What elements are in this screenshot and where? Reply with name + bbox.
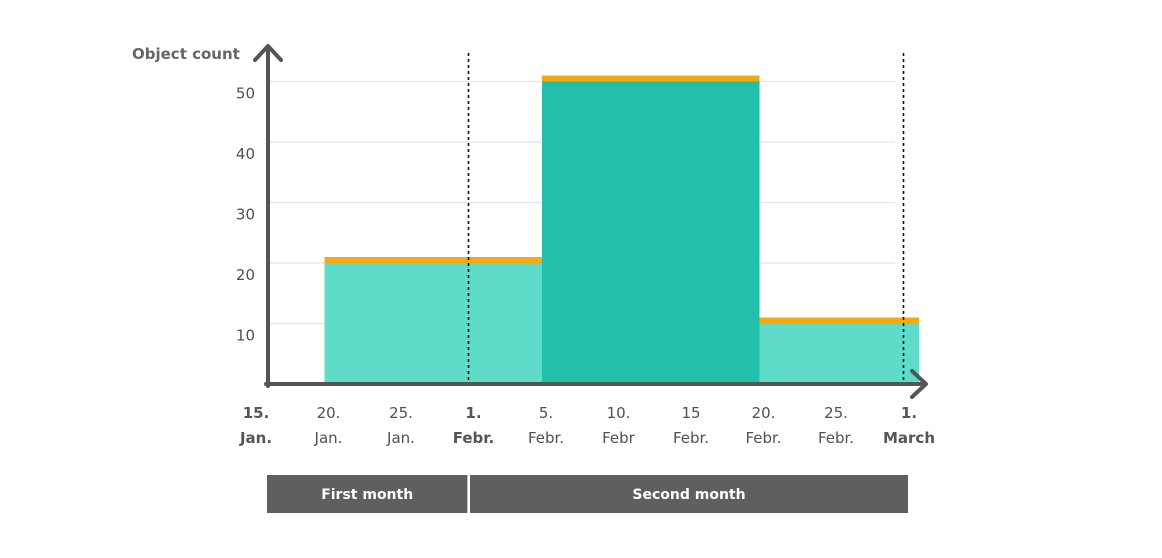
period-label: Second month [632, 487, 745, 503]
x-tick-label: 5. Febr. [528, 404, 564, 447]
x-tick-label: 25. Jan. [386, 404, 415, 447]
x-tick-line: Jan. [314, 429, 343, 447]
y-tick-label: 10 [236, 327, 255, 345]
bar [324, 263, 542, 384]
y-tick-label: 40 [236, 145, 255, 163]
x-tick-label: 15 Febr. [673, 404, 709, 447]
x-tick-line: 20. [752, 404, 776, 422]
x-tick-label: 10. Febr [602, 404, 636, 447]
y-tick-label: 20 [236, 266, 255, 284]
x-tick-line: 10. [607, 404, 631, 422]
y-tick-label: 50 [236, 85, 255, 103]
y-axis-label: Object count [132, 45, 240, 63]
x-tick-line: 5. [539, 404, 553, 422]
period-label: First month [321, 487, 413, 503]
x-axis-arrow [910, 369, 928, 399]
bar [542, 81, 760, 384]
x-tick-line: 15. [243, 404, 270, 422]
x-tick-label: 25. Febr. [818, 404, 854, 447]
x-tick-label: 15. Jan. [239, 404, 272, 447]
x-tick-line: Febr. [673, 429, 709, 447]
period-bands: First month Second month [267, 475, 908, 513]
axes [253, 44, 928, 399]
bars [324, 75, 919, 384]
x-tick-line: 20. [317, 404, 341, 422]
x-tick-line: 1. [901, 404, 917, 422]
x-tick-line: 15 [681, 404, 700, 422]
x-tick-line: 1. [465, 404, 481, 422]
x-tick-line: Febr. [818, 429, 854, 447]
x-tick-line: Jan. [386, 429, 415, 447]
x-tick-label: 1. Febr. [453, 404, 495, 447]
bar [759, 323, 919, 384]
reference-lines [467, 53, 905, 384]
y-tick-label: 30 [236, 206, 255, 224]
x-tick-line: Febr. [745, 429, 781, 447]
x-tick-label: 20. Jan. [314, 404, 343, 447]
period-band [267, 475, 468, 513]
x-tick-line: Febr. [528, 429, 564, 447]
x-tick-line: Febr [602, 429, 636, 447]
x-tick-label: 1. March [883, 404, 935, 447]
x-tick-label: 20. Febr. [745, 404, 781, 447]
period-band [470, 475, 908, 513]
x-tick-labels: 15. Jan. 20. Jan. 25. Jan. 1. Febr. 5. Febr. 10. Fe… [239, 404, 935, 447]
x-tick-line: 25. [824, 404, 848, 422]
y-axis-arrow [253, 44, 283, 62]
bar-cap [324, 257, 542, 263]
x-tick-line: March [883, 429, 935, 447]
y-tick-labels: 10 20 30 40 50 [236, 85, 255, 345]
bar-cap [542, 75, 760, 82]
x-tick-line: 25. [389, 404, 413, 422]
x-tick-line: Febr. [453, 429, 495, 447]
bar-cap [759, 317, 919, 324]
x-tick-line: Jan. [239, 429, 272, 447]
